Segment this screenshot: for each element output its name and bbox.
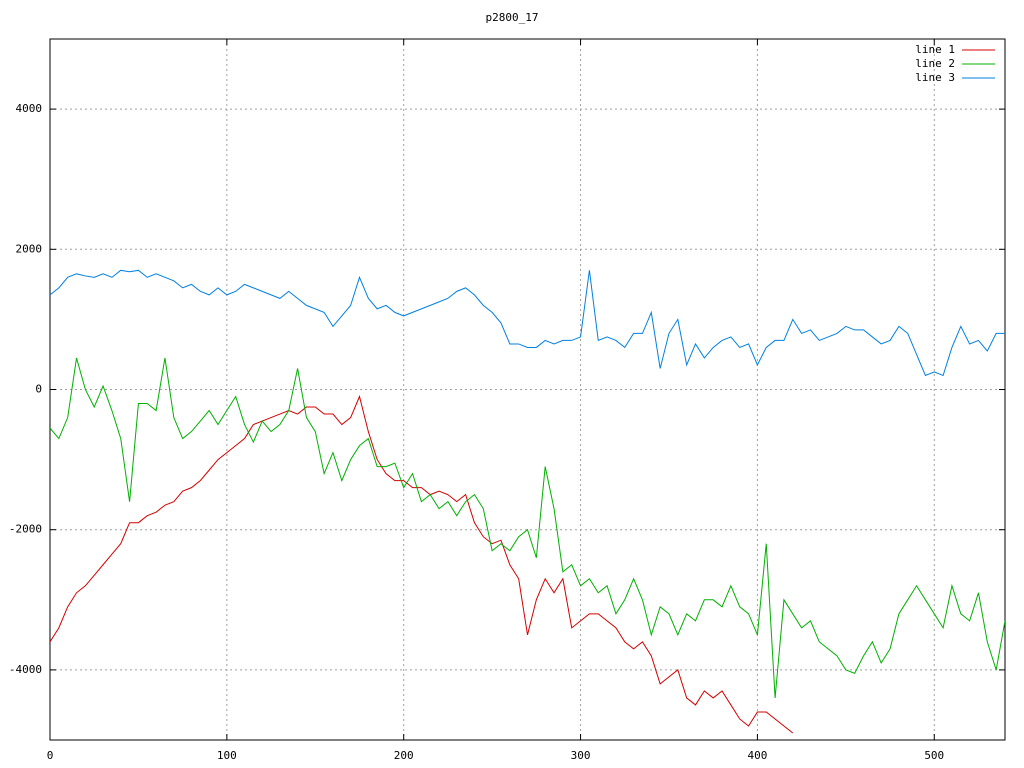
x-tick-label: 0 — [47, 749, 54, 762]
y-tick-label: 2000 — [16, 242, 43, 255]
x-tick-label: 500 — [924, 749, 944, 762]
plot-frame — [49, 38, 1006, 741]
y-tick-label: 4000 — [16, 102, 43, 115]
plot-area — [50, 269, 1005, 734]
x-tick-label: 100 — [217, 749, 237, 762]
y-tick-label: 0 — [35, 383, 42, 396]
x-tick-label: 400 — [747, 749, 767, 762]
chart-title: p2800_17 — [486, 11, 539, 24]
y-tick-label: -2000 — [9, 523, 42, 536]
x-tick-label: 300 — [571, 749, 591, 762]
legend-label: line 3 — [915, 71, 955, 84]
series-line — [50, 357, 1005, 698]
legend-label: line 2 — [915, 57, 955, 70]
series-line — [50, 394, 794, 734]
x-tick-label: 200 — [394, 749, 414, 762]
y-tick-label: -4000 — [9, 663, 42, 676]
series-line — [50, 269, 1005, 377]
legend-label: line 1 — [915, 43, 955, 56]
